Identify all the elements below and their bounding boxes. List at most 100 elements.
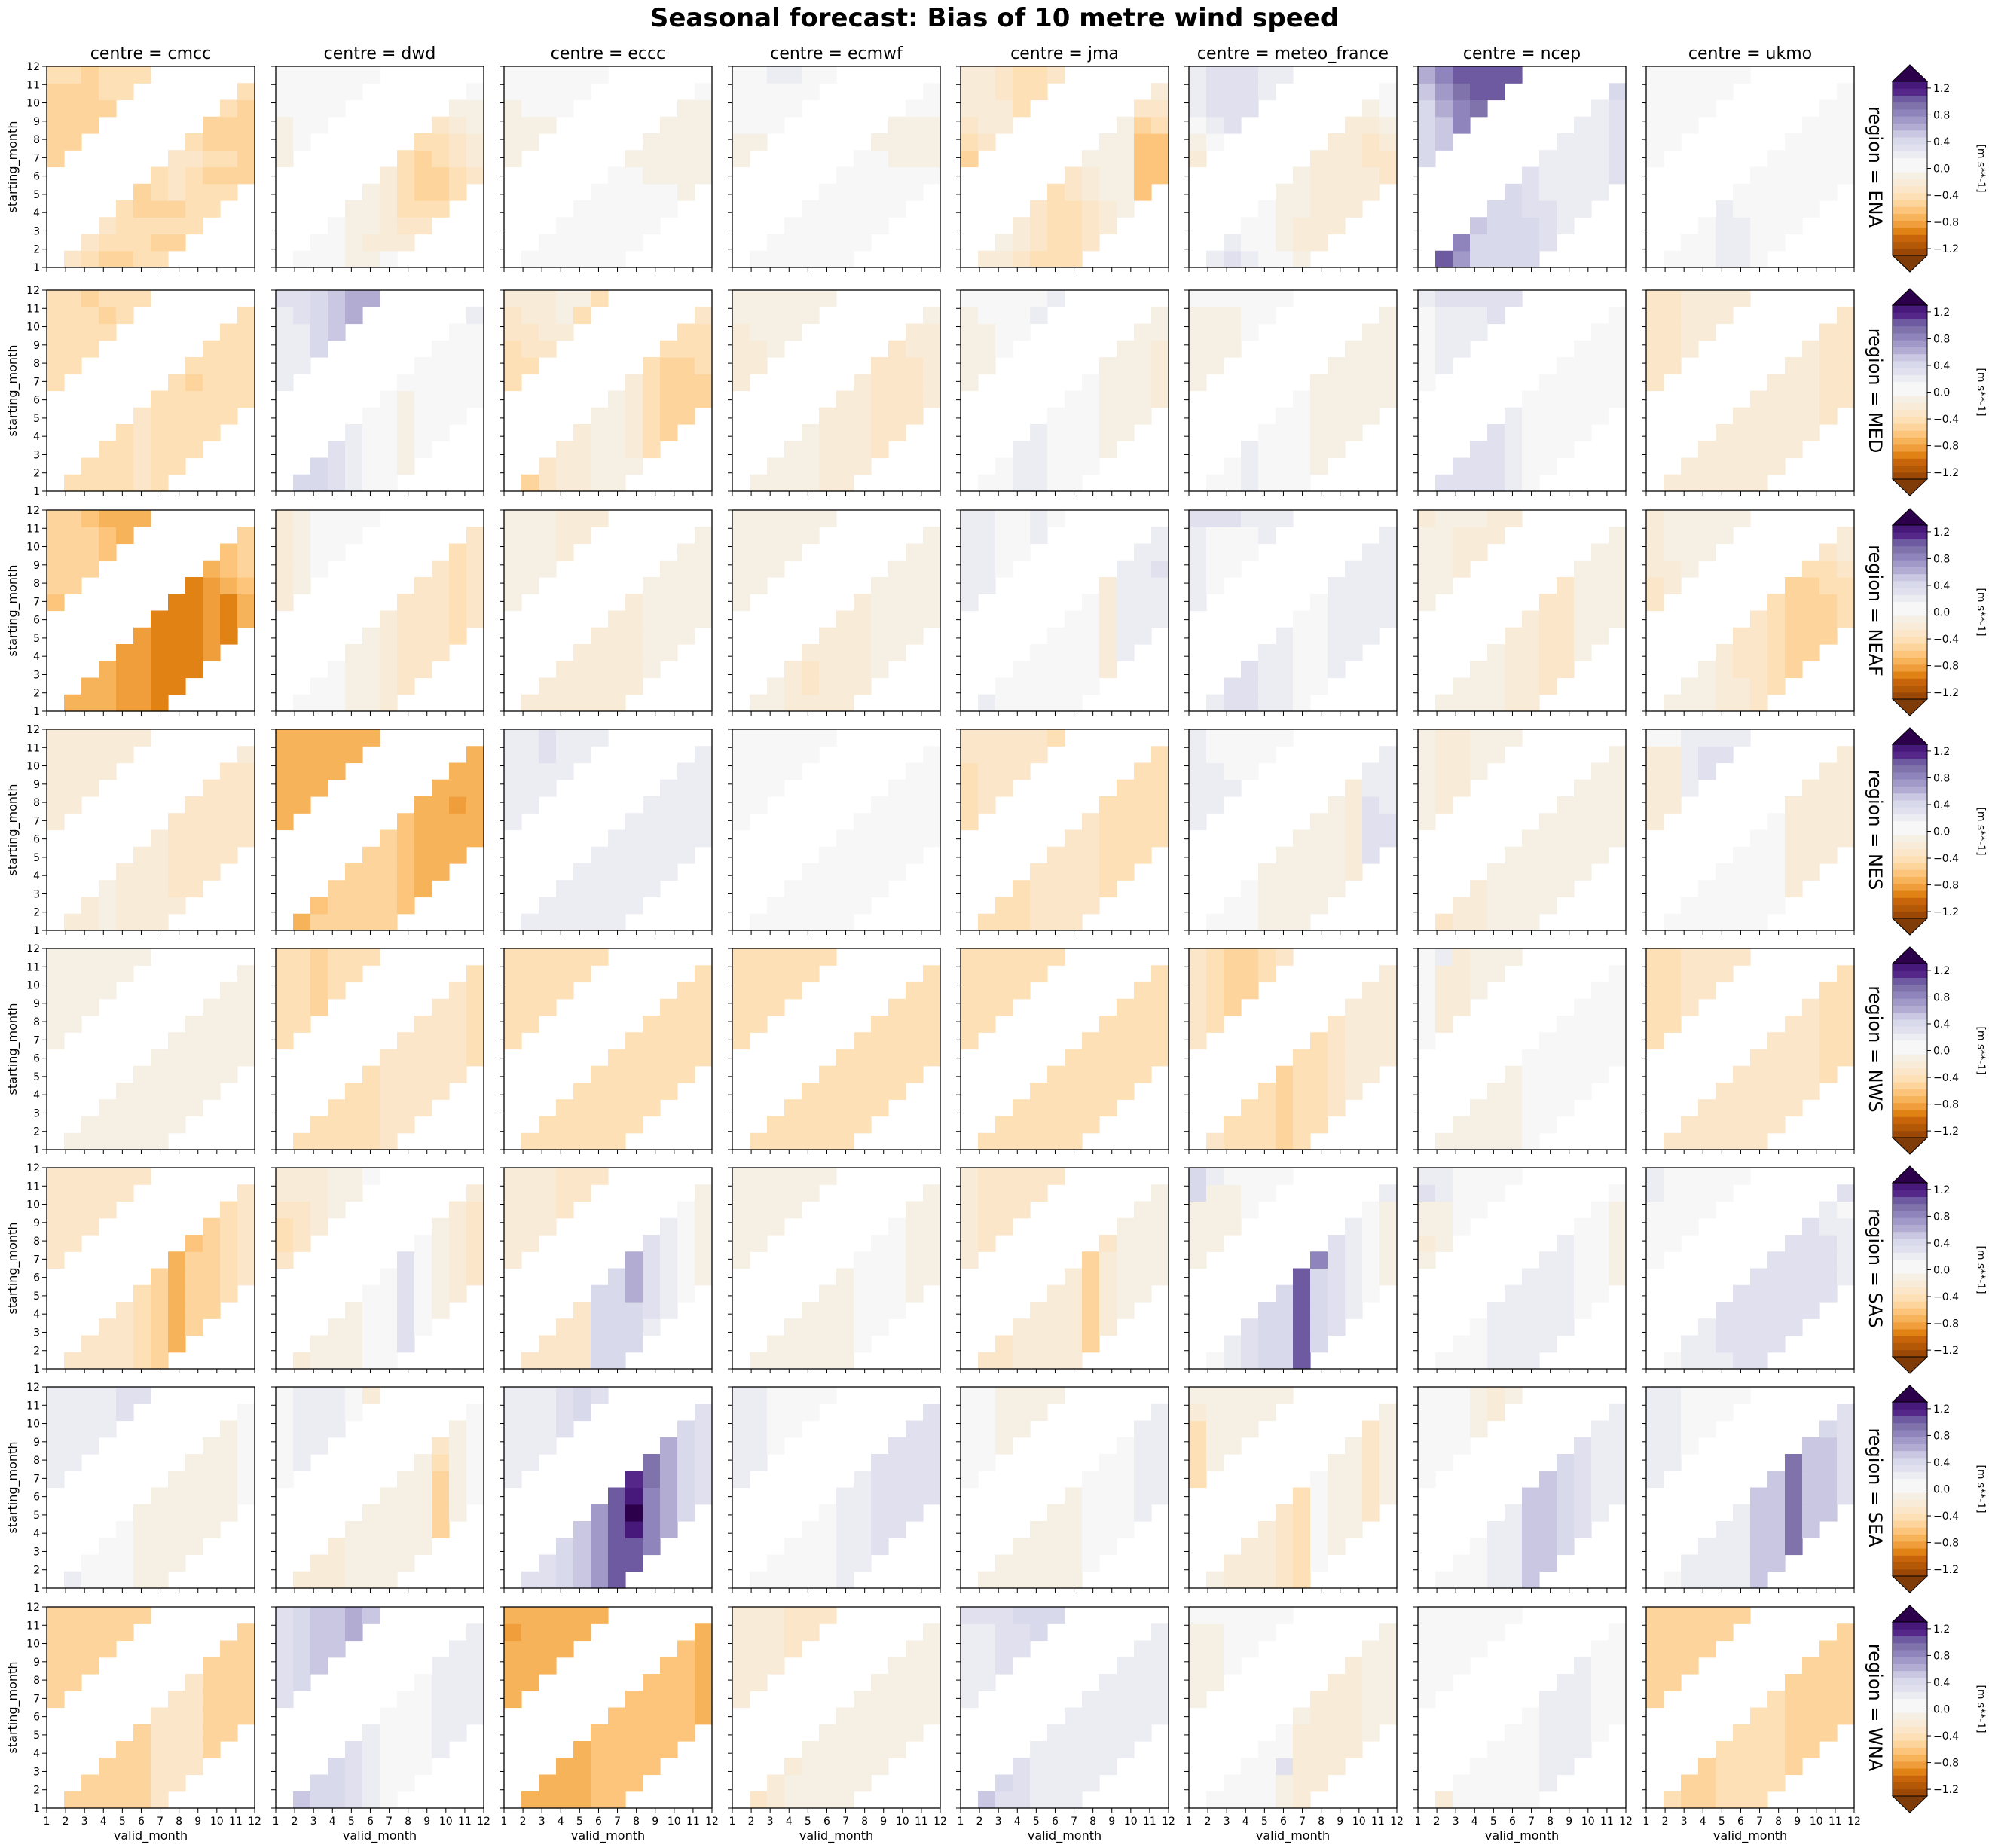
heatmap-cell bbox=[625, 594, 643, 612]
panel-MED-ecmwf bbox=[728, 289, 941, 496]
y-tick-label: 7 bbox=[33, 376, 40, 388]
heatmap-cell bbox=[310, 474, 328, 492]
heatmap-cell bbox=[1435, 948, 1453, 966]
heatmap-cell bbox=[380, 1116, 398, 1134]
y-tick-label: 12 bbox=[26, 943, 40, 955]
heatmap-cell bbox=[362, 863, 380, 881]
heatmap-cell bbox=[1716, 1168, 1734, 1185]
heatmap-cell bbox=[1470, 474, 1488, 492]
heatmap-cell bbox=[1574, 627, 1592, 645]
heatmap-cell bbox=[1030, 746, 1048, 764]
heatmap-cell bbox=[1328, 610, 1346, 628]
heatmap-cell bbox=[1609, 1201, 1627, 1219]
heatmap-cell bbox=[1030, 424, 1048, 441]
y-tick-label: 1 bbox=[33, 706, 40, 718]
heatmap-cell bbox=[47, 1016, 65, 1033]
heatmap-cell bbox=[1750, 661, 1768, 679]
heatmap-cell bbox=[1224, 543, 1242, 561]
heatmap-cell bbox=[185, 1016, 203, 1033]
heatmap-cell bbox=[1418, 1235, 1436, 1252]
heatmap-cell bbox=[504, 998, 522, 1016]
heatmap-cell bbox=[802, 1168, 820, 1185]
heatmap-cell bbox=[1345, 863, 1363, 881]
heatmap-cell bbox=[276, 1168, 294, 1185]
heatmap-cell bbox=[1241, 982, 1259, 1000]
heatmap-cell bbox=[1099, 627, 1117, 645]
heatmap-cell bbox=[1487, 863, 1505, 881]
heatmap-cell bbox=[1785, 1065, 1803, 1083]
heatmap-cell bbox=[1099, 1016, 1117, 1033]
heatmap-cell bbox=[1362, 1268, 1380, 1286]
colorbar-segment bbox=[1893, 340, 1927, 347]
heatmap-cell bbox=[328, 543, 346, 561]
heatmap-cell bbox=[64, 307, 82, 325]
heatmap-cell bbox=[1487, 1116, 1505, 1134]
heatmap-cell bbox=[1698, 1352, 1716, 1370]
heatmap-cell bbox=[203, 644, 221, 661]
heatmap-cell bbox=[802, 234, 820, 252]
heatmap-cell bbox=[1013, 83, 1031, 101]
heatmap-cell bbox=[1453, 340, 1471, 358]
heatmap-cell bbox=[556, 661, 574, 679]
heatmap-cell bbox=[1487, 661, 1505, 679]
heatmap-cell bbox=[116, 1335, 134, 1353]
heatmap-cell bbox=[1591, 1217, 1609, 1236]
heatmap-cell bbox=[328, 234, 346, 252]
heatmap-cell bbox=[978, 1016, 996, 1033]
heatmap-cell bbox=[397, 200, 415, 218]
heatmap-cell bbox=[151, 880, 169, 898]
heatmap-cell bbox=[99, 1099, 117, 1117]
heatmap-cell bbox=[99, 510, 117, 527]
heatmap-cell bbox=[1310, 1318, 1328, 1336]
heatmap-cell bbox=[47, 948, 65, 966]
heatmap-cell bbox=[362, 644, 380, 661]
heatmap-cell bbox=[978, 694, 996, 712]
heatmap-cell bbox=[660, 1032, 678, 1050]
heatmap-cell bbox=[380, 390, 398, 408]
heatmap-cell bbox=[397, 1251, 415, 1269]
heatmap-cell bbox=[1487, 290, 1505, 307]
heatmap-cell bbox=[784, 1184, 802, 1202]
heatmap-cell bbox=[1557, 166, 1575, 185]
heatmap-cell bbox=[1750, 880, 1768, 898]
colorbar-segment bbox=[1893, 220, 1927, 228]
heatmap-cell bbox=[1819, 1217, 1838, 1236]
heatmap-cell bbox=[961, 340, 979, 358]
colorbar-segment bbox=[1893, 88, 1927, 96]
heatmap-cell bbox=[1328, 441, 1346, 459]
heatmap-cell bbox=[819, 627, 837, 645]
heatmap-cell bbox=[1698, 474, 1716, 492]
heatmap-cell bbox=[1470, 880, 1488, 898]
heatmap-cell bbox=[1837, 965, 1855, 983]
heatmap-cell bbox=[573, 897, 591, 915]
heatmap-cell bbox=[185, 441, 203, 459]
heatmap-cell bbox=[432, 407, 450, 425]
heatmap-cell bbox=[591, 880, 609, 898]
colorbar-segment bbox=[1893, 185, 1927, 194]
heatmap-cell bbox=[1435, 1201, 1453, 1219]
heatmap-cell bbox=[660, 813, 678, 831]
heatmap-cell bbox=[1328, 1318, 1346, 1336]
y-axis-label: starting_month bbox=[5, 1003, 20, 1095]
heatmap-cell bbox=[328, 474, 346, 492]
heatmap-cell bbox=[220, 1251, 238, 1269]
y-tick-label: 10 bbox=[26, 542, 40, 554]
heatmap-cell bbox=[1224, 746, 1242, 764]
heatmap-cell bbox=[1539, 627, 1557, 645]
heatmap-cell bbox=[397, 1083, 415, 1100]
heatmap-cell bbox=[1241, 83, 1259, 101]
heatmap-cell bbox=[1767, 677, 1786, 695]
colorbar-segment bbox=[1893, 793, 1927, 801]
heatmap-cell bbox=[750, 474, 768, 492]
heatmap-cell bbox=[1609, 1016, 1627, 1033]
heatmap-cell bbox=[47, 746, 65, 764]
colorbar-tick-label: 0.0 bbox=[1933, 387, 1950, 399]
heatmap-cell bbox=[1047, 627, 1065, 645]
heatmap-cell bbox=[1591, 116, 1609, 134]
heatmap-cell bbox=[1802, 390, 1820, 408]
heatmap-cell bbox=[1206, 948, 1224, 966]
heatmap-cell bbox=[767, 560, 785, 578]
heatmap-cell bbox=[1750, 407, 1768, 425]
heatmap-cell bbox=[328, 1116, 346, 1134]
heatmap-cell bbox=[1591, 357, 1609, 374]
